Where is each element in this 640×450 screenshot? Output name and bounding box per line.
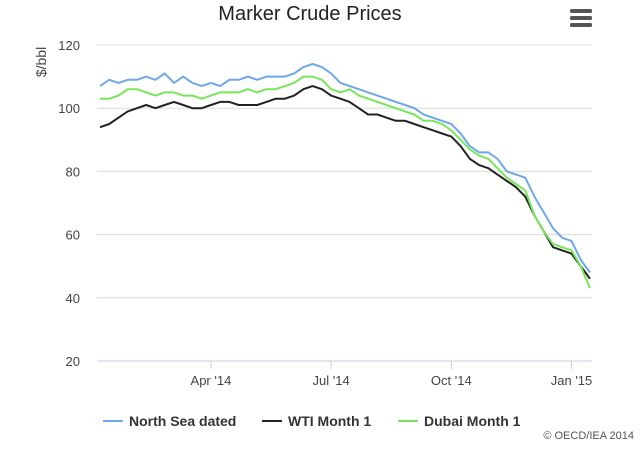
legend-label: North Sea dated (129, 413, 236, 429)
menu-bar (570, 23, 592, 27)
legend-label: Dubai Month 1 (424, 413, 521, 429)
y-axis-label: $/bbl (33, 47, 49, 77)
series-line (99, 63, 591, 274)
series-line (99, 85, 591, 280)
y-tick-label: 120 (58, 38, 80, 53)
y-tick-label: 20 (66, 354, 80, 369)
y-tick-label: 40 (66, 291, 80, 306)
y-tick-label: 100 (58, 101, 80, 116)
legend-label: WTI Month 1 (288, 413, 371, 429)
menu-bar (570, 16, 592, 20)
y-tick-label: 60 (66, 228, 80, 243)
x-tick-label: Jul '14 (313, 373, 350, 388)
y-tick-label: 80 (66, 164, 80, 179)
menu-button[interactable] (570, 9, 592, 27)
chart-title: Marker Crude Prices (218, 3, 401, 25)
x-tick-label: Oct '14 (431, 373, 472, 388)
x-tick-label: Apr '14 (191, 373, 232, 388)
x-tick-label: Jan '15 (551, 373, 593, 388)
series-line (100, 75, 591, 289)
menu-bar (570, 9, 592, 13)
credit: © OECD/IEA 2014 (543, 430, 634, 442)
